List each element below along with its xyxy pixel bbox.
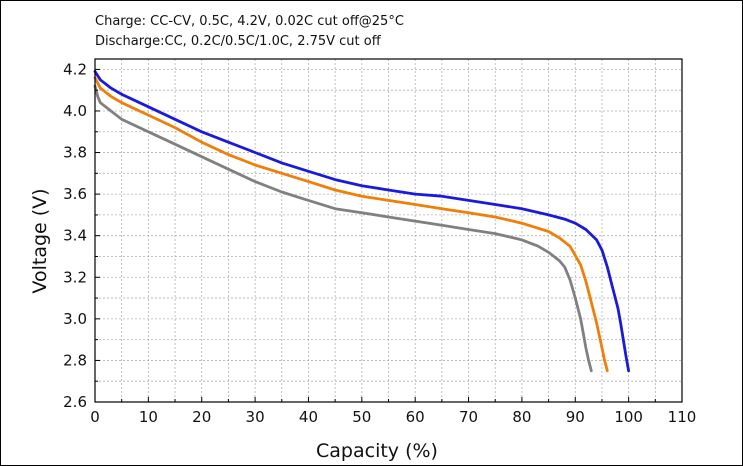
y-tick-label: 3.8 (63, 144, 87, 162)
ticks-layer: 0 10 20 30 40 50 60 70 80 90 100 110 2.6 2.8 3.0 3.2 3.4… (63, 60, 696, 426)
x-tick-label: 110 (668, 408, 697, 426)
x-tick-label: 0 (90, 408, 100, 426)
axes-layer (94, 58, 683, 403)
x-tick-label: 20 (192, 408, 211, 426)
y-tick-label: 2.8 (63, 351, 87, 369)
x-tick-label: 40 (299, 408, 318, 426)
annotation-discharge: Discharge:CC, 0.2C/0.5C/1.0C, 2.75V cut … (95, 34, 381, 49)
plot-frame (94, 58, 683, 403)
y-axis-label: Voltage (V) (29, 188, 51, 293)
y-tick-label: 3.0 (63, 310, 87, 328)
series-layer (93, 70, 630, 373)
x-tick-label: 10 (139, 408, 158, 426)
annotation-charge: Charge: CC-CV, 0.5C, 4.2V, 0.02C cut off… (95, 14, 404, 29)
x-tick-label: 30 (246, 408, 265, 426)
x-tick-label: 100 (614, 408, 643, 426)
x-tick-label: 60 (406, 408, 425, 426)
y-tick-label: 4.2 (63, 60, 87, 78)
series-line-2 (93, 76, 609, 373)
grid-layer (95, 59, 682, 402)
x-tick-label: 80 (512, 408, 531, 426)
x-tick-label: 90 (566, 408, 585, 426)
y-tick-label: 3.4 (63, 227, 87, 245)
y-tick-label: 4.0 (63, 102, 87, 120)
y-tick-label: 3.6 (63, 185, 87, 203)
series-line-1 (93, 70, 630, 373)
x-tick-label: 70 (459, 408, 478, 426)
x-tick-label: 50 (352, 408, 371, 426)
series-line-3 (93, 84, 593, 373)
y-tick-label: 3.2 (63, 268, 87, 286)
x-axis-label: Capacity (%) (316, 440, 438, 462)
y-tick-label: 2.6 (63, 393, 87, 411)
